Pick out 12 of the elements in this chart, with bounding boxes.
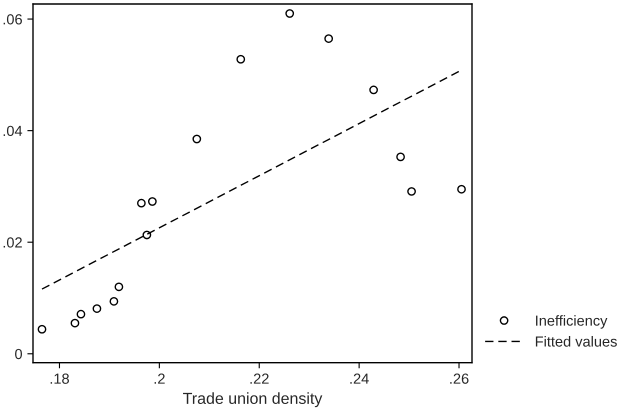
legend-label: Fitted values bbox=[536, 336, 617, 347]
x-tick-label: .24 bbox=[350, 374, 369, 384]
legend-label: Inefficiency bbox=[536, 315, 608, 329]
x-tick-label: .22 bbox=[250, 374, 269, 384]
y-tick-label: 0 bbox=[15, 348, 22, 360]
x-tick-label: .26 bbox=[450, 374, 469, 384]
y-tick-label: .02 bbox=[4, 237, 22, 248]
x-tick-label: .18 bbox=[50, 374, 69, 384]
x-axis-title: Trade union density bbox=[183, 392, 322, 408]
y-tick-label: .04 bbox=[4, 126, 22, 136]
x-tick-label: .2 bbox=[154, 374, 165, 384]
y-tick-label: .06 bbox=[4, 14, 22, 24]
